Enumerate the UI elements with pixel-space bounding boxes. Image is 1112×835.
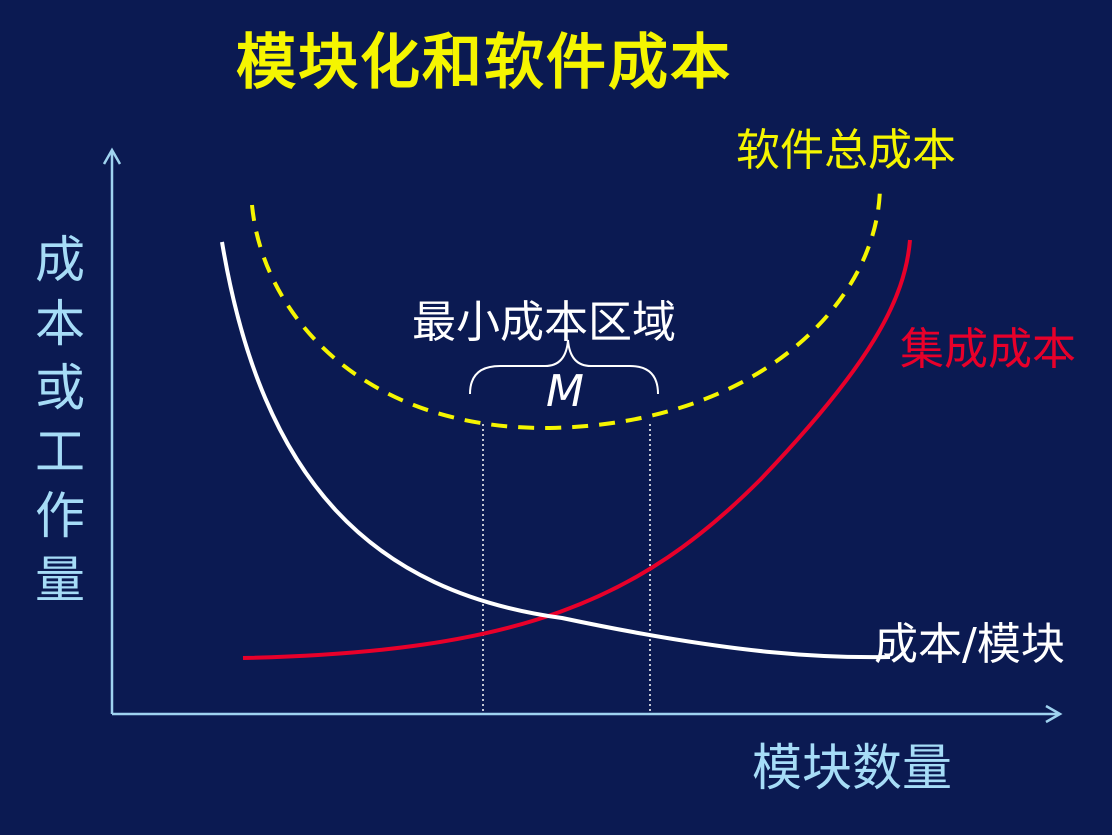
y-axis-label-char: 工: [35, 423, 85, 481]
slide-title: 模块化和软件成本: [236, 28, 732, 98]
y-axis-label-char: 作: [35, 487, 85, 545]
total-cost-label: 软件总成本: [736, 125, 956, 176]
x-axis-arrow: [1045, 704, 1063, 724]
y-axis-arrow: [102, 147, 122, 165]
integration-cost-label: 集成成本: [900, 324, 1076, 375]
integration-cost-curve: [242, 239, 912, 660]
y-axis-label-char: 成: [35, 231, 85, 289]
region-symbol: M: [546, 366, 584, 417]
min-cost-region-label: 最小成本区域: [412, 297, 676, 348]
y-axis-label-char: 本: [35, 295, 85, 353]
y-axis-label-char: 或: [35, 359, 85, 417]
cost-per-module-curve: [220, 241, 891, 660]
y-axis-label: 成 本 或 工 作 量: [32, 228, 88, 612]
x-axis-label: 模块数量: [752, 739, 952, 797]
cost-per-module-label: 成本/模块: [874, 619, 1065, 670]
y-axis-label-char: 量: [35, 551, 85, 609]
total-cost-curve: [250, 184, 882, 431]
region-brace: [469, 339, 659, 395]
